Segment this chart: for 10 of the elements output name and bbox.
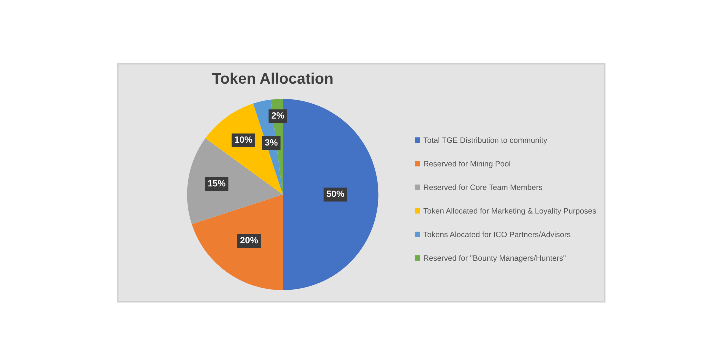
data-label: 2% [272, 112, 284, 119]
data-label: 20% [240, 237, 258, 244]
pie-slice [192, 194, 283, 290]
data-label: 50% [326, 190, 344, 198]
pie-slice [187, 138, 283, 224]
pie-slice [283, 99, 379, 290]
data-label: 15% [208, 180, 226, 187]
data-label: 10% [235, 136, 252, 144]
data-label: 3% [265, 139, 278, 146]
chart-title: Token Allocation [212, 72, 333, 84]
